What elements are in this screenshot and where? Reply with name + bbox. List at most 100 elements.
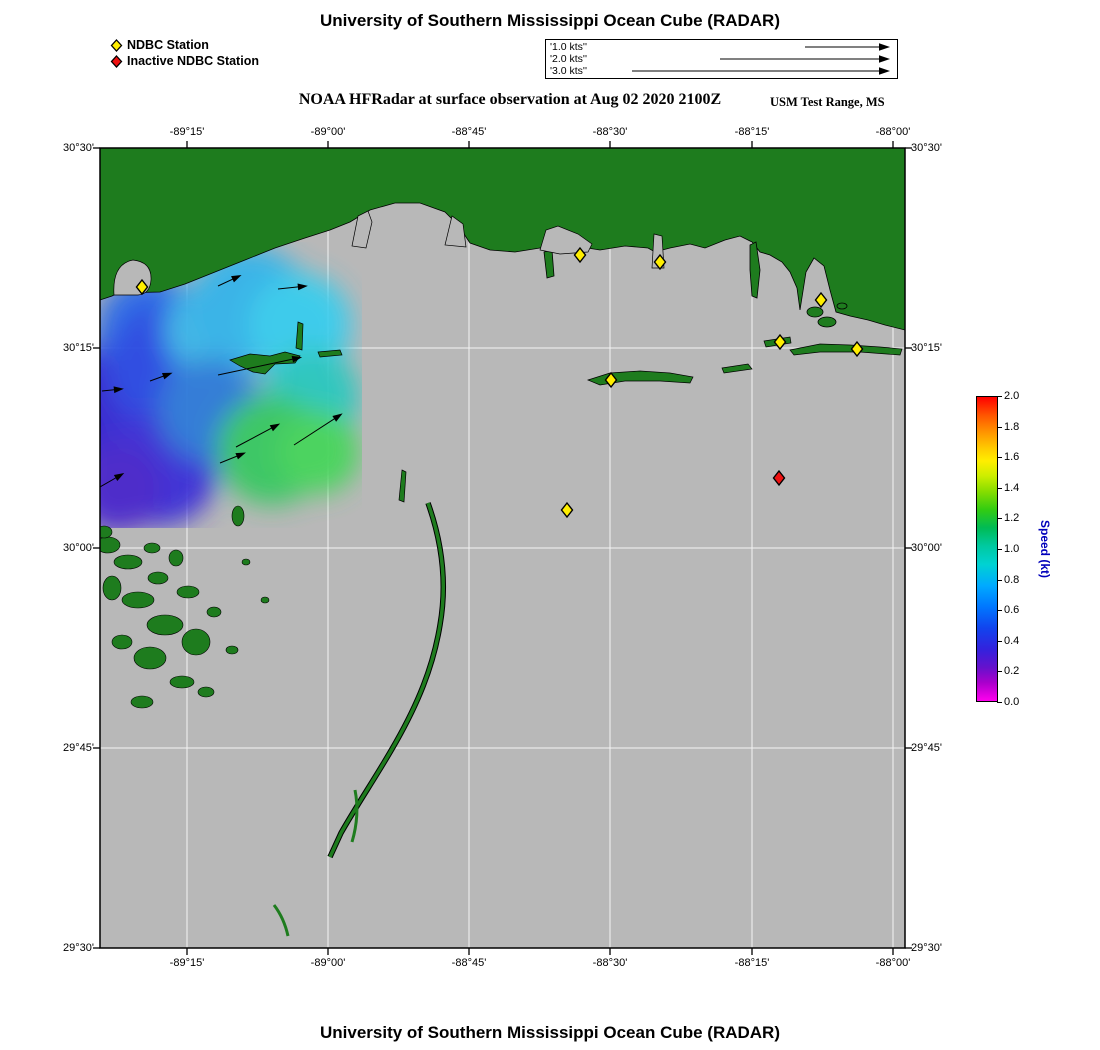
lat-tick-label-left: 29°30' <box>63 942 94 954</box>
vector-scale-row: '1.0 kts'' <box>550 41 893 53</box>
current-vector-head <box>291 355 303 363</box>
ndbc-station-marker <box>773 333 787 351</box>
inactive-ndbc-station-icon-shape <box>110 54 123 68</box>
chandeleur-islands <box>272 502 447 937</box>
colorbar-tick-label: 0.4 <box>996 634 1020 647</box>
colorbar-tick-label: 0.0 <box>996 696 1020 708</box>
current-vectors <box>100 275 343 488</box>
barrier-islands <box>229 321 903 503</box>
current-vector-head <box>231 275 242 283</box>
marsh-island <box>133 646 167 670</box>
vector-scale-arrow <box>804 43 890 51</box>
bay-island <box>836 302 848 310</box>
chandeleur-arc <box>328 502 446 858</box>
lon-tick-label-top: -88°45' <box>451 126 487 138</box>
lon-tick-label-bottom: -88°15' <box>734 957 770 969</box>
legend-label-active: NDBC Station <box>127 38 209 52</box>
speed-field <box>100 246 360 528</box>
colorbar-tick-label: 0.8 <box>996 573 1020 586</box>
marsh-island <box>147 571 169 585</box>
ndbc-station-marker <box>850 340 864 358</box>
lat-tick-label-left: 30°15' <box>63 342 94 354</box>
island-petit-bois <box>721 363 753 374</box>
lon-tick-label-bottom: -89°00' <box>310 957 346 969</box>
marsh-island <box>130 695 154 709</box>
scale-arrow-head <box>878 55 890 63</box>
lat-tick-label-right: 29°30' <box>911 942 942 954</box>
ndbc-station-icon-shape <box>110 38 123 52</box>
station-markers <box>135 246 864 519</box>
ndbc-station-icon <box>110 38 123 52</box>
bay-island <box>806 306 824 318</box>
lon-tick-label-top: -88°15' <box>734 126 770 138</box>
lat-tick-label-right: 30°15' <box>911 342 942 354</box>
lat-tick-label-left: 30°30' <box>63 142 94 154</box>
marsh-islands <box>100 505 270 709</box>
marsh-island <box>197 686 215 698</box>
lon-tick-label-bottom: -88°00' <box>875 957 911 969</box>
lon-tick-label-top: -88°00' <box>875 126 911 138</box>
island-dauphin <box>789 343 903 356</box>
lon-tick-label-top: -89°00' <box>310 126 346 138</box>
current-vector-shaft <box>217 357 297 376</box>
ndbc-station-marker <box>653 253 667 271</box>
current-vector-head <box>269 423 281 432</box>
vector-scale-label: '3.0 kts'' <box>550 65 587 77</box>
vector-scale-arrow <box>631 67 890 75</box>
legend-row-inactive: Inactive NDBC Station <box>110 53 259 69</box>
figure-title-bottom: University of Southern Mississippi Ocean… <box>319 1023 780 1042</box>
ndbc-station-marker <box>604 371 618 389</box>
current-vector-head <box>161 372 173 380</box>
marsh-island <box>231 505 245 527</box>
colorbar-tick-label: 1.0 <box>996 543 1020 555</box>
marsh-island <box>102 575 122 601</box>
lat-tick-label-left: 30°00' <box>63 542 94 554</box>
lon-tick-label-bottom: -89°15' <box>169 957 205 969</box>
current-vector-head <box>332 413 343 422</box>
lat-tick-label-left: 29°45' <box>63 742 94 754</box>
lat-tick-label-right: 29°45' <box>911 742 942 754</box>
marsh-island <box>176 585 200 599</box>
inactive-ndbc-station-marker <box>772 469 786 487</box>
island-sliver <box>317 349 343 358</box>
bay-layer <box>113 210 665 296</box>
colorbar-title: Speed (kt) <box>1038 519 1052 579</box>
vector-scale-arrow <box>719 55 890 63</box>
peninsula-finger <box>749 241 761 299</box>
land-mainland <box>100 148 905 331</box>
bay-island <box>817 316 837 328</box>
marsh-island <box>121 591 155 609</box>
marsh-island <box>206 606 222 618</box>
lat-tick-label-right: 30°00' <box>911 542 942 554</box>
chandeleur-sliver <box>350 789 359 843</box>
colorbar-tick-label: 0.2 <box>996 665 1020 678</box>
colorbar-tick-label: 0.6 <box>996 604 1020 617</box>
marsh-island <box>111 634 133 650</box>
marsh-island <box>225 645 239 655</box>
bay-inlet-east <box>444 215 467 248</box>
ndbc-station-marker <box>573 246 587 264</box>
vector-scale-label: '1.0 kts'' <box>550 41 587 53</box>
map-canvas <box>93 141 912 955</box>
marsh-island <box>241 558 251 566</box>
current-vector-head <box>235 452 246 460</box>
current-vector-head <box>297 283 308 291</box>
lon-tick-label-bottom: -88°30' <box>592 957 628 969</box>
vector-scale-label: '2.0 kts'' <box>550 53 587 65</box>
lat-tick-label-right: 30°30' <box>911 142 942 154</box>
scale-arrow-head <box>878 43 890 51</box>
lon-tick-label-top: -89°15' <box>169 126 205 138</box>
colorbar-tick-label: 1.2 <box>996 512 1020 525</box>
colorbar-tick-label: 2.0 <box>996 390 1020 402</box>
range-label: USM Test Range, MS <box>770 95 885 109</box>
colorbar-tick-label: 1.4 <box>996 481 1020 494</box>
marsh-island <box>168 549 184 567</box>
current-vector-shaft <box>293 416 338 446</box>
colorbar <box>976 396 998 702</box>
vector-scale-row: '3.0 kts'' <box>550 65 893 77</box>
lon-tick-label-bottom: -88°45' <box>451 957 487 969</box>
vector-scale-box: '1.0 kts'' '2.0 kts'' '3.0 kts'' <box>545 39 898 79</box>
colorbar-tick-label: 1.8 <box>996 420 1020 433</box>
map-subtitle: NOAA HFRadar at surface observation at A… <box>298 91 722 108</box>
